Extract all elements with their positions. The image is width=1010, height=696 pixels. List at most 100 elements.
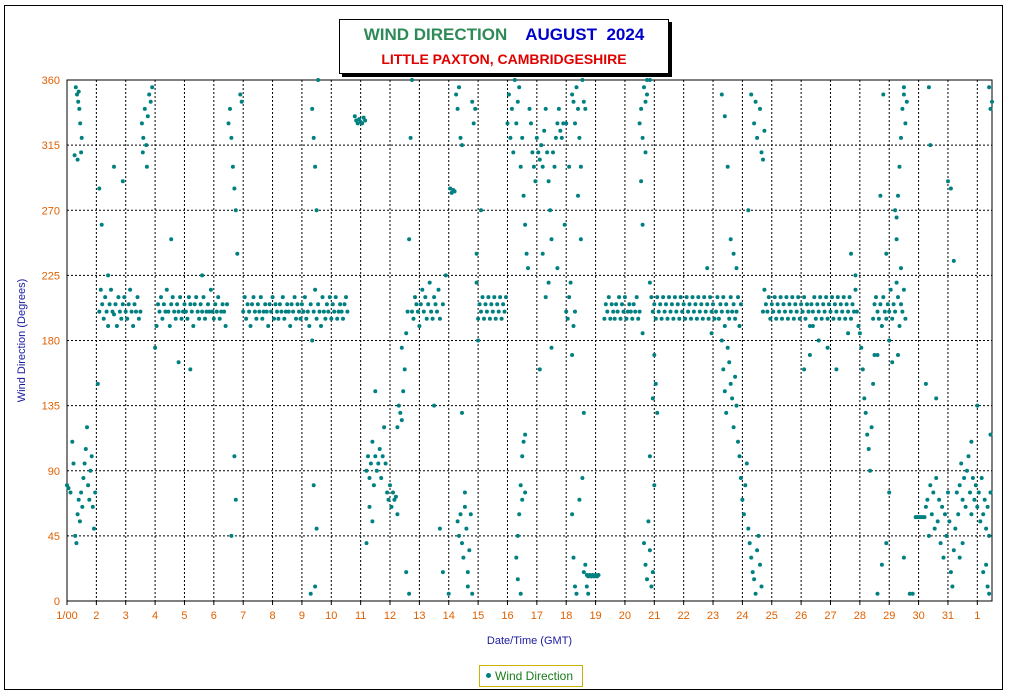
data-point (744, 461, 749, 466)
data-point (988, 490, 993, 495)
data-point (506, 92, 511, 97)
data-point (374, 468, 379, 473)
x-tick-label: 19 (589, 610, 601, 622)
data-point (275, 309, 279, 314)
x-tick-label: 16 (501, 610, 513, 622)
data-point (578, 237, 583, 242)
data-point (662, 309, 667, 314)
data-point (464, 526, 469, 531)
data-point (869, 425, 874, 430)
data-point (583, 562, 588, 567)
data-point (771, 309, 776, 314)
data-point (978, 519, 983, 524)
data-point (749, 555, 754, 560)
data-point (888, 287, 893, 292)
data-point (229, 135, 234, 140)
data-point (847, 295, 852, 300)
data-point (724, 410, 729, 415)
data-point (737, 324, 742, 328)
data-point (493, 316, 498, 321)
data-point (733, 316, 738, 321)
data-point (812, 295, 817, 300)
data-point (752, 577, 757, 582)
data-point (678, 295, 683, 300)
data-point (79, 490, 84, 495)
data-point (875, 353, 880, 357)
data-point (642, 541, 646, 546)
data-point (86, 483, 91, 488)
data-point (71, 461, 76, 466)
data-point (633, 309, 638, 314)
data-point (627, 302, 632, 307)
data-point (504, 295, 508, 300)
data-point (543, 295, 548, 300)
chart-title: WIND DIRECTION (363, 25, 508, 44)
data-point (752, 121, 757, 126)
data-point (687, 302, 692, 307)
data-point (948, 570, 953, 575)
data-point (564, 309, 569, 314)
data-point (957, 555, 962, 560)
data-point (164, 287, 169, 292)
data-point (490, 309, 495, 314)
data-point (825, 345, 830, 350)
y-tick-label: 270 (42, 205, 60, 217)
data-point (465, 570, 470, 575)
data-point (517, 85, 522, 90)
data-point (79, 135, 84, 140)
data-point (571, 555, 576, 560)
data-point (333, 295, 338, 300)
data-point (446, 591, 451, 596)
data-point (119, 316, 124, 321)
data-point (649, 584, 654, 589)
x-tick-label: 3 (123, 610, 129, 622)
data-point (87, 497, 92, 502)
data-point (896, 353, 900, 357)
data-point (581, 570, 586, 575)
data-point (860, 367, 865, 372)
data-point (646, 519, 651, 524)
data-point (414, 302, 419, 307)
data-point (299, 302, 304, 307)
data-point (200, 273, 205, 278)
data-point (706, 316, 711, 321)
data-point (530, 150, 535, 155)
data-point (636, 316, 641, 321)
data-point (426, 302, 431, 307)
data-point (573, 309, 577, 314)
data-point (985, 504, 990, 509)
data-point (731, 425, 736, 430)
data-point (107, 302, 112, 307)
data-point (147, 92, 152, 97)
data-point (134, 309, 138, 314)
data-point (987, 533, 992, 538)
data-point (937, 497, 942, 502)
data-point (631, 302, 636, 307)
data-point (311, 309, 316, 314)
y-tick-label: 135 (42, 401, 60, 413)
data-point (637, 121, 642, 126)
data-point (352, 114, 357, 119)
data-point (295, 302, 300, 307)
data-point (559, 135, 564, 140)
data-point (796, 295, 801, 300)
data-point (76, 89, 81, 94)
data-point (875, 309, 880, 314)
data-point (399, 345, 404, 350)
data-point (176, 360, 181, 365)
data-point (763, 302, 768, 307)
data-point (990, 99, 994, 104)
data-point (468, 512, 473, 517)
data-point (314, 316, 319, 321)
data-point (92, 526, 96, 531)
data-point (608, 316, 613, 321)
data-point (370, 439, 375, 444)
data-point (573, 584, 577, 589)
data-point (138, 309, 143, 314)
data-point (562, 222, 567, 227)
x-tick-label: 31 (942, 610, 954, 622)
data-point (852, 309, 856, 314)
data-point (386, 497, 391, 502)
data-point (462, 490, 467, 495)
data-point (314, 208, 319, 213)
